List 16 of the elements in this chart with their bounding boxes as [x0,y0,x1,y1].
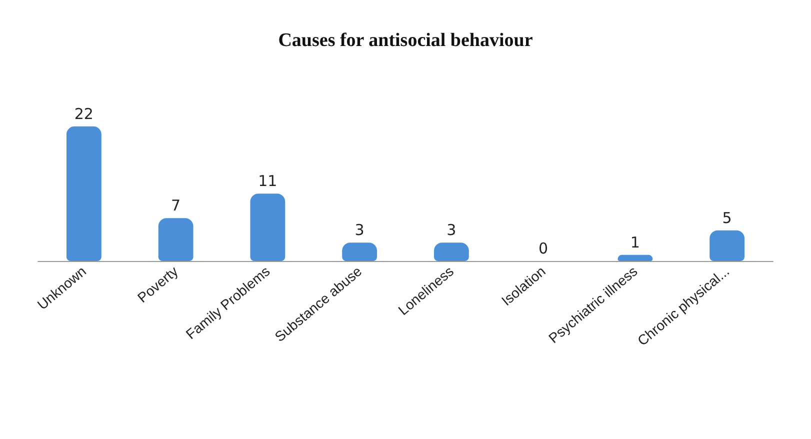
bar [158,218,194,261]
data-label: 22 [74,104,94,123]
data-label: 1 [630,233,640,252]
chart-title: Causes for antisocial behaviour [278,30,534,51]
data-label: 11 [258,172,278,190]
data-label: 7 [171,196,181,215]
data-label: 0 [538,240,548,258]
bar [710,230,745,261]
data-label: 3 [446,221,456,240]
bar [618,254,653,261]
data-label: 5 [722,208,732,227]
bar [342,242,378,261]
bar [250,194,286,261]
bar [434,242,469,261]
bar [66,126,102,261]
data-label: 3 [354,221,364,240]
